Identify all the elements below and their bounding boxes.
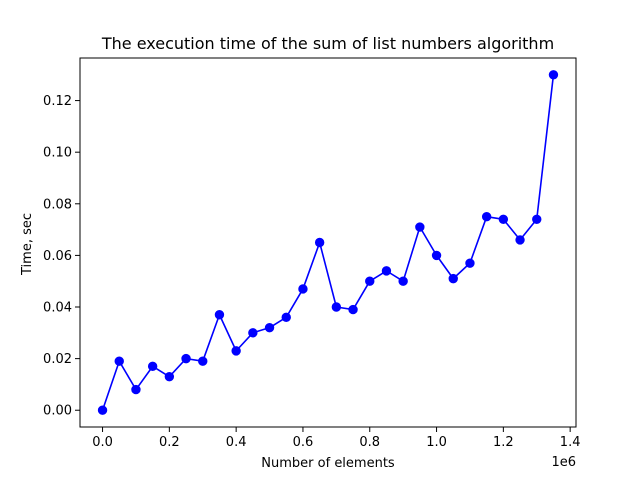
data-point [415, 222, 425, 232]
x-tick-label: 0.4 [226, 435, 247, 450]
data-point [114, 356, 124, 366]
data-point [181, 353, 191, 364]
data-point [198, 356, 208, 366]
data-point [481, 211, 492, 222]
y-tick-label: 0.00 [43, 404, 72, 419]
data-point [398, 276, 408, 286]
data-point [164, 371, 175, 382]
x-axis-label: Number of elements [261, 456, 395, 471]
data-point [431, 250, 442, 261]
data-point [381, 266, 392, 276]
data-point [281, 312, 291, 323]
y-tick-label: 0.06 [43, 249, 72, 264]
chart-title: The execution time of the sum of list nu… [101, 34, 554, 53]
x-tick-label: 0.2 [159, 435, 180, 450]
data-point [465, 258, 475, 268]
y-axis-label: Time, sec [20, 213, 35, 276]
x-tick-label: 0.0 [92, 435, 113, 450]
x-tick-label: 1.2 [493, 435, 514, 450]
data-point [348, 304, 358, 315]
series-line [101, 74, 555, 411]
data-point [231, 346, 241, 356]
data-point [214, 310, 225, 320]
x-tick-label: 0.8 [359, 435, 380, 450]
y-tick-label: 0.02 [43, 352, 72, 367]
data-point [365, 276, 375, 286]
x-axis-offset-text: 1e6 [551, 455, 576, 470]
data-point [147, 361, 158, 372]
data-point [448, 273, 458, 284]
y-tick-label: 0.04 [43, 301, 72, 316]
data-point [331, 302, 342, 312]
x-tick-label: 1.4 [560, 435, 581, 450]
plot-area: 0.0 0.2 0.4 0.6 0.8 1.0 1.2 1.4 0.00 0.02 0.04 0.06… [43, 57, 581, 450]
y-tick-label: 0.08 [43, 197, 72, 212]
y-tick-label: 0.10 [43, 146, 72, 161]
x-tick-label: 0.6 [293, 435, 314, 450]
data-point [548, 70, 559, 80]
axes-frame [79, 57, 577, 428]
data-point [248, 328, 258, 338]
data-point [298, 284, 308, 294]
data-point [97, 405, 108, 415]
data-point [498, 214, 509, 224]
x-tick-label: 1.0 [426, 435, 447, 450]
data-point [131, 384, 141, 395]
y-tick-label: 0.12 [43, 94, 72, 109]
data-point [264, 322, 275, 333]
data-point [515, 235, 525, 245]
data-point [314, 237, 325, 248]
data-point [532, 214, 542, 224]
